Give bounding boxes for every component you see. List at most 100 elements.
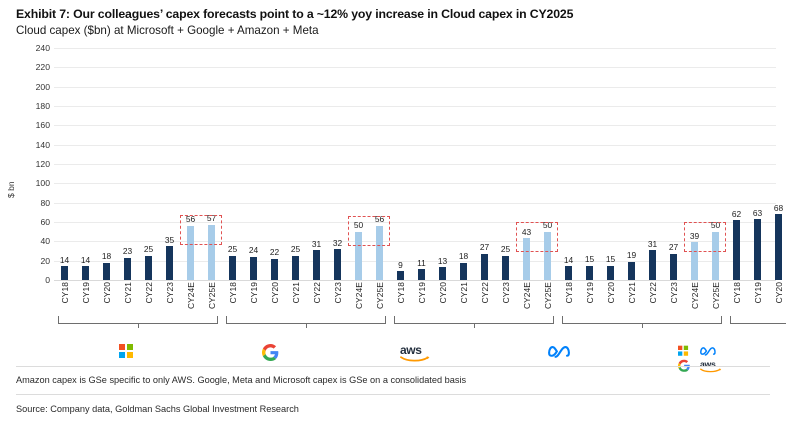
bar-actual[interactable] [124,257,131,280]
bar-slot[interactable]: 15 [582,48,598,280]
x-tick-slot: CY24E [351,280,367,338]
bar-slot[interactable]: 24 [246,48,262,280]
group-bracket [562,316,722,328]
bar-actual[interactable] [82,266,89,280]
bar-actual[interactable] [775,214,782,280]
bar-slot[interactable]: 22 [267,48,283,280]
bar-slot[interactable]: 18 [99,48,115,280]
bar-actual[interactable] [229,255,236,280]
gridline [54,260,776,262]
bar-slot[interactable]: 27 [666,48,682,280]
bar-slot[interactable]: 15 [603,48,619,280]
bar-actual[interactable] [754,219,761,280]
bar-actual[interactable] [292,255,299,280]
bar-slot[interactable]: 14 [57,48,73,280]
bar-slot[interactable]: 68 [771,48,786,280]
bar-actual[interactable] [460,262,467,280]
bar-actual[interactable] [628,261,635,280]
microsoft-logo-icon [677,345,688,356]
logo-cell-amazon: aws [343,338,487,382]
bar-slot[interactable]: 19 [624,48,640,280]
aws-smile-arrow [699,368,721,373]
footnote-text: Amazon capex is GSe specific to only AWS… [16,375,467,385]
mini-logo-cell [699,346,722,356]
bar-slot[interactable]: 25 [141,48,157,280]
bar-slot[interactable]: 35 [162,48,178,280]
bar-value-label: 9 [398,259,403,270]
bar-estimate[interactable] [187,225,194,280]
bar-slot[interactable]: 50 [708,48,724,280]
gridline [54,144,776,146]
bar-slot[interactable]: 57 [204,48,220,280]
bar-estimate[interactable] [544,231,551,280]
bar-actual[interactable] [733,220,740,280]
bar-slot[interactable]: 23 [120,48,136,280]
bar-slot[interactable]: 14 [561,48,577,280]
bar-actual[interactable] [649,250,656,280]
bar-slot[interactable]: 11 [414,48,430,280]
x-axis-group-amazon: CY18 CY19 CY20 CY21 CY22 CY23 CY24E CY25E [390,280,558,338]
microsoft-logo-square [127,351,134,358]
bar-actual[interactable] [271,258,278,280]
gridline [54,183,776,185]
bar-slot[interactable]: 27 [477,48,493,280]
bar-slot[interactable]: 50 [540,48,556,280]
bar-estimate[interactable] [523,238,530,280]
bar-actual[interactable] [166,246,173,280]
y-axis-tick: 180 [35,101,50,111]
bar-slot[interactable]: 9 [393,48,409,280]
bar-value-label: 15 [605,254,616,264]
bar-slot[interactable]: 18 [456,48,472,280]
bar-actual[interactable] [250,256,257,280]
chart-plot-area: $ bn 0 20 40 60 80 100 120 140 160 180 200 220 240 1… [0,43,786,373]
bar-actual[interactable] [61,266,68,280]
bar-actual[interactable] [502,255,509,280]
x-tick-slot: CY19 [78,280,94,338]
bar-slot[interactable]: 25 [288,48,304,280]
bar-estimate[interactable] [208,224,215,280]
bar-slot[interactable]: 31 [645,48,661,280]
bar-value-label: 25 [227,244,238,255]
bar-slot[interactable]: 56 [183,48,199,280]
group-bracket [394,316,554,328]
bar-actual[interactable] [397,271,404,280]
bar-value-label: 62 [731,208,742,219]
bar-slot[interactable]: 13 [435,48,451,280]
bar-actual[interactable] [607,265,614,280]
bar-actual[interactable] [145,255,152,280]
bar-value-label: 23 [122,246,133,257]
x-tick-slot: CY25E [540,280,556,338]
bar-estimate[interactable] [376,225,383,280]
bar-estimate[interactable] [712,231,719,280]
y-axis-tick: 120 [35,159,50,169]
bar-slot[interactable]: 39 [687,48,703,280]
bar-slot[interactable]: 56 [372,48,388,280]
bar-actual[interactable] [334,249,341,280]
bar-actual[interactable] [313,250,320,280]
bar-slot[interactable]: 14 [78,48,94,280]
bar-slot[interactable]: 31 [309,48,325,280]
x-tick-slot: CY24E [183,280,199,338]
footnotes: Amazon capex is GSe specific to only AWS… [0,366,786,415]
bar-actual[interactable] [481,253,488,280]
x-tick-slot: CY22 [141,280,157,338]
x-tick-slot: CY23 [162,280,178,338]
x-tick-slot: CY24E [687,280,703,338]
bar-actual[interactable] [418,269,425,280]
bar-actual[interactable] [670,253,677,280]
bar-slot[interactable]: 62 [729,48,745,280]
bar-slot[interactable]: 63 [750,48,766,280]
bar-actual[interactable] [565,266,572,280]
bar-actual[interactable] [586,265,593,280]
bar-slot[interactable]: 25 [225,48,241,280]
page-subtitle: Cloud capex ($bn) at Microsoft + Google … [16,24,319,37]
bar-slot[interactable]: 25 [498,48,514,280]
bar-slot[interactable]: 50 [351,48,367,280]
bar-estimate[interactable] [691,242,698,280]
bar-actual[interactable] [103,262,110,280]
bar-actual[interactable] [439,267,446,280]
microsoft-logo-square [127,344,134,351]
bar-slot[interactable]: 32 [330,48,346,280]
bar-slot[interactable]: 43 [519,48,535,280]
bar-estimate[interactable] [355,231,362,280]
